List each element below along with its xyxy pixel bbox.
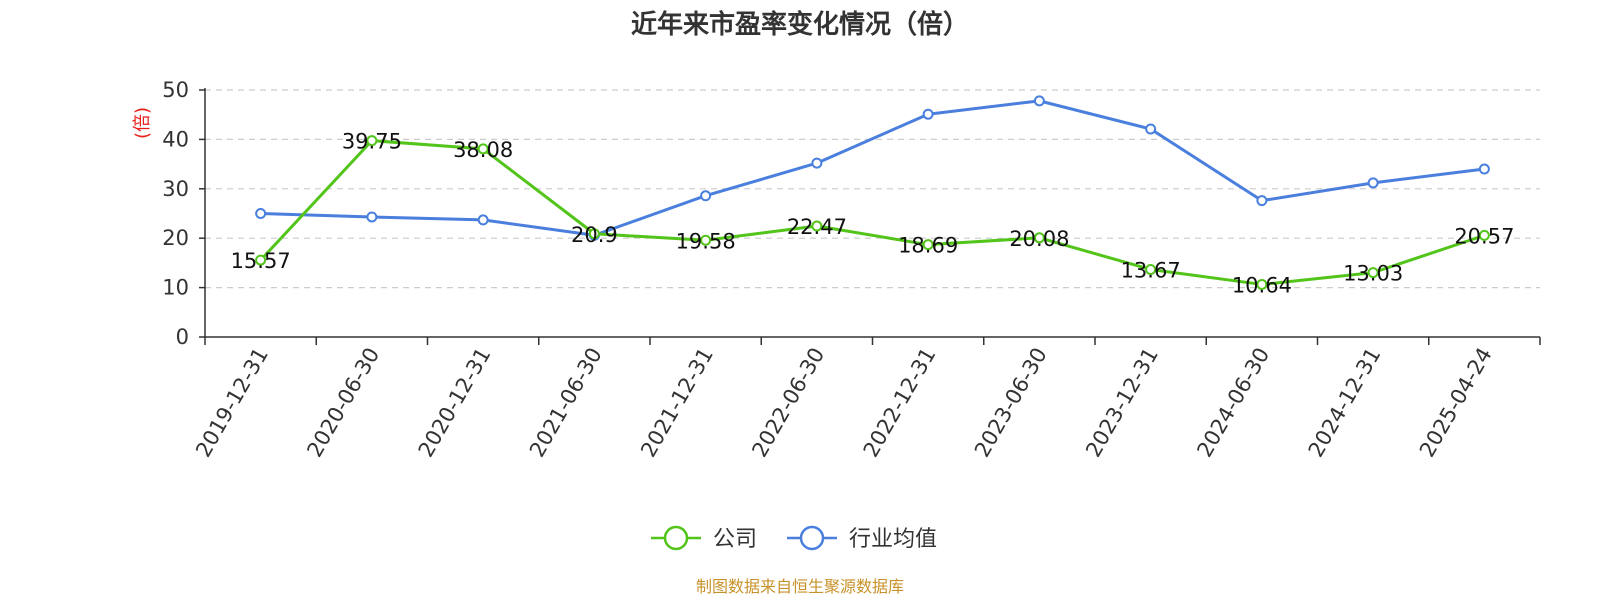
data-point bbox=[1478, 229, 1490, 241]
data-point bbox=[700, 234, 712, 246]
data-label: 20.9 bbox=[571, 223, 618, 247]
x-tick-label: 2025-04-24 bbox=[1415, 344, 1497, 462]
data-point bbox=[1033, 232, 1045, 244]
series-line bbox=[259, 139, 1485, 286]
x-tick-label: 2023-06-30 bbox=[970, 344, 1052, 462]
data-point bbox=[1367, 267, 1379, 279]
data-label: 39.75 bbox=[342, 130, 402, 154]
legend-label: 公司 bbox=[713, 527, 757, 552]
legend-label: 行业均值 bbox=[849, 527, 937, 552]
x-tick-label: 2019-12-31 bbox=[191, 344, 273, 462]
data-point bbox=[1256, 278, 1268, 290]
y-tick-label: 0 bbox=[176, 325, 189, 349]
data-label: 15.57 bbox=[231, 249, 291, 273]
y-tick-label: 20 bbox=[162, 226, 189, 250]
data-point bbox=[255, 208, 267, 219]
data-label: 10.64 bbox=[1232, 273, 1292, 297]
data-point bbox=[588, 228, 600, 240]
data-point bbox=[477, 143, 489, 155]
data-point bbox=[700, 190, 712, 202]
data-label: 20.08 bbox=[1009, 227, 1069, 251]
data-point bbox=[366, 135, 378, 147]
data-point bbox=[255, 254, 267, 266]
data-point bbox=[1478, 163, 1490, 175]
x-tick-label: 2022-12-31 bbox=[859, 344, 941, 462]
data-label: 20.57 bbox=[1454, 224, 1514, 248]
y-tick-label: 30 bbox=[162, 177, 189, 201]
data-point bbox=[1256, 195, 1268, 207]
data-label: 13.67 bbox=[1121, 258, 1181, 282]
data-point bbox=[922, 239, 934, 251]
data-label: 22.47 bbox=[787, 215, 847, 239]
data-label: 19.58 bbox=[676, 229, 736, 253]
data-point bbox=[1367, 177, 1379, 189]
data-label: 18.69 bbox=[898, 234, 958, 258]
data-point bbox=[1145, 263, 1157, 275]
chart-title: 近年来市盈率变化情况（倍） bbox=[631, 9, 969, 40]
data-point bbox=[811, 220, 823, 232]
x-tick-label: 2023-12-31 bbox=[1081, 344, 1163, 462]
y-tick-label: 50 bbox=[162, 78, 189, 102]
data-point bbox=[366, 211, 378, 223]
x-tick-label: 2020-06-30 bbox=[302, 344, 384, 462]
x-tick-label: 2020-12-31 bbox=[414, 344, 496, 462]
series-line bbox=[260, 99, 1485, 237]
data-label: 38.08 bbox=[453, 138, 513, 162]
x-tick-label: 2022-06-30 bbox=[747, 344, 829, 462]
x-tick-label: 2024-12-31 bbox=[1304, 344, 1386, 462]
data-point bbox=[477, 214, 489, 226]
legend: 公司 行业均值 bbox=[651, 525, 937, 552]
x-tick-label: 2021-06-30 bbox=[525, 344, 607, 462]
y-tick-label: 40 bbox=[162, 127, 189, 151]
data-labels: 15.57 39.75 38.08 20.9 19.58 22.47 18.69 20.08 1… bbox=[231, 130, 1515, 298]
data-point bbox=[811, 157, 823, 169]
legend-marker bbox=[663, 525, 689, 551]
x-tick-label: 2024-06-30 bbox=[1192, 344, 1274, 462]
series-lines bbox=[255, 95, 1490, 290]
data-source-note: 制图数据来自恒生聚源数据库 bbox=[696, 577, 904, 596]
data-point bbox=[1145, 123, 1157, 135]
y-tick-label: 10 bbox=[162, 276, 189, 300]
legend-marker bbox=[799, 525, 825, 551]
grid-lines bbox=[205, 89, 1540, 289]
data-label: 13.03 bbox=[1343, 262, 1403, 286]
data-point bbox=[1033, 95, 1045, 107]
x-tick-label: 2021-12-31 bbox=[636, 344, 718, 462]
y-axis-label: (倍) bbox=[132, 107, 153, 139]
data-point bbox=[922, 108, 934, 120]
